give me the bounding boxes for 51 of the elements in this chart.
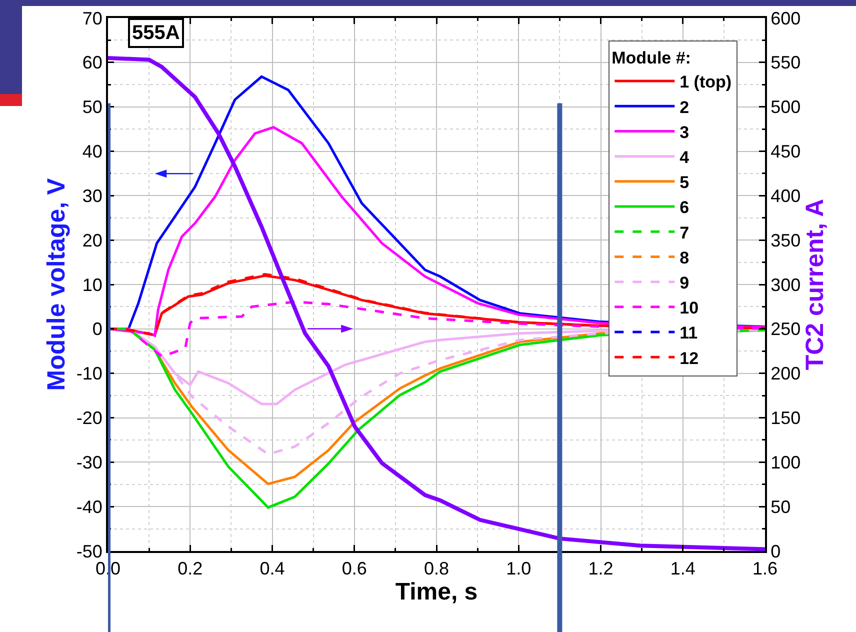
y2-tick-label: 450 [770,142,801,162]
x-tick-label: 1.6 [752,558,778,579]
y2-tick-label: 600 [770,8,801,28]
legend-label: 12 [680,348,699,368]
y-tick-label: 70 [82,8,102,28]
annotation: 555A [132,22,180,44]
y2-tick-label: 100 [770,452,801,472]
x-tick-label: 1.4 [670,558,696,579]
y2-tick-label: 200 [770,364,801,384]
y2-tick-label: 500 [770,97,801,118]
y-tick-label: -10 [76,364,102,384]
x-tick-label: 0.2 [178,558,203,579]
legend-label: 4 [680,148,690,167]
legend-label: 10 [680,298,699,318]
y2-tick-label: 150 [770,408,801,428]
legend-label: 1 (top) [680,72,732,92]
y2-tick-label: 350 [770,230,801,250]
legend-label: 7 [680,223,690,242]
y-tick-label: 20 [82,230,102,250]
legend-label: 5 [680,173,690,192]
y-tick-label: -30 [76,452,102,472]
x-tick-label: 1.2 [588,558,614,579]
y2-tick-label: 0 [770,541,781,562]
y-tick-label: 60 [82,52,102,73]
legend-label: 8 [680,248,690,268]
x-tick-label: 1.0 [506,558,532,579]
x-tick-label: 0.4 [260,558,285,579]
y2-tick-label: 50 [770,496,791,517]
y2-axis-title: TC2 current, A [801,198,830,370]
y-tick-label: 0 [92,319,102,340]
legend-label: 9 [680,273,690,292]
y-tick-label: 30 [82,186,102,206]
y2-tick-label: 300 [770,274,801,295]
y-tick-label: 40 [82,142,102,162]
legend-label: 3 [680,122,690,142]
legend-label: 11 [680,324,698,343]
legend-label: 6 [680,198,690,218]
x-tick-label: 0.8 [424,558,450,579]
y-tick-label: -50 [76,541,102,562]
legend-label: 2 [680,98,690,117]
y-tick-label: -40 [76,496,102,517]
x-tick-label: 0.6 [342,558,367,579]
y-tick-label: -20 [76,408,102,428]
legend-title: Module #: [612,48,691,68]
y-tick-label: 10 [82,274,102,295]
y-tick-label: 50 [82,97,102,118]
y2-tick-label: 400 [770,186,801,206]
y2-tick-label: 550 [770,52,801,73]
x-axis-title: Time, s [395,578,478,606]
y-axis-title: Module voltage, V [42,178,71,391]
y2-tick-label: 250 [770,319,801,340]
